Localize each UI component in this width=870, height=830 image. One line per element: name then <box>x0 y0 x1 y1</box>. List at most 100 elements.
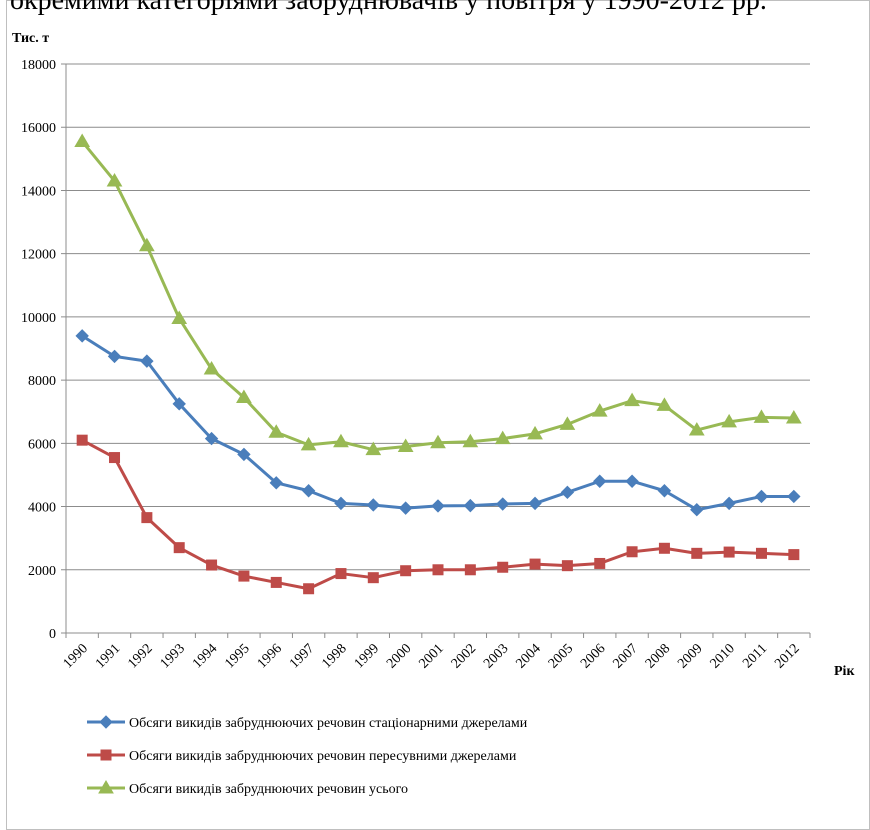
y-tick-label: 0 <box>49 627 56 642</box>
x-tick-label: 1999 <box>352 641 382 671</box>
series-triangle <box>74 133 802 456</box>
chart-frame <box>6 0 870 830</box>
x-tick-label: 1996 <box>255 641 285 671</box>
legend-label: Обсяги викидів забруднюючих речовин пере… <box>129 749 517 764</box>
data-point-diamond <box>269 476 283 490</box>
legend: Обсяги викидів забруднюючих речовин стац… <box>87 715 528 797</box>
data-point-diamond <box>398 501 413 515</box>
legend-item: Обсяги викидів забруднюючих речовин стац… <box>87 715 528 731</box>
data-point-triangle <box>656 397 673 411</box>
data-point-diamond <box>172 397 186 411</box>
data-point-square <box>594 557 606 569</box>
data-point-square <box>723 546 735 558</box>
data-point-square <box>529 558 541 570</box>
data-point-square <box>561 560 573 572</box>
data-point-diamond <box>463 498 478 513</box>
data-point-diamond <box>657 484 672 498</box>
y-tick-label: 16000 <box>21 121 56 136</box>
data-point-triangle <box>203 361 220 375</box>
data-point-diamond <box>204 431 219 446</box>
data-point-square <box>755 547 767 559</box>
data-point-triangle <box>559 416 576 430</box>
y-tick-label: 6000 <box>28 437 56 452</box>
data-point-diamond <box>787 489 801 504</box>
data-point-diamond <box>107 349 122 364</box>
data-point-square <box>788 549 800 561</box>
data-point-square <box>626 546 638 558</box>
data-point-square <box>141 512 153 524</box>
data-point-triangle <box>268 424 285 438</box>
y-tick-labels: 0 2000 4000 6000 8000 10000 12000 14000 16000 180… <box>21 58 56 642</box>
legend-item: Обсяги викидів забруднюючих речовин усьо… <box>87 780 408 797</box>
legend-label: Обсяги викидів забруднюючих речовин стац… <box>129 716 528 731</box>
data-point-square <box>76 434 88 446</box>
y-tick-label: 8000 <box>28 374 56 389</box>
data-point-square <box>100 749 112 761</box>
data-point-diamond <box>754 489 769 504</box>
data-point-diamond <box>495 497 510 511</box>
data-point-diamond <box>690 503 704 517</box>
x-tick-label: 2011 <box>740 641 770 671</box>
x-tick-label: 1997 <box>287 641 317 671</box>
x-tick-label: 1998 <box>319 641 349 671</box>
x-tick-label: 2009 <box>675 641 705 671</box>
data-point-triangle <box>494 430 511 445</box>
y-tick-label: 18000 <box>21 58 56 73</box>
data-point-square <box>691 547 703 559</box>
data-point-square <box>464 564 476 576</box>
data-point-triangle <box>721 413 738 428</box>
data-point-square <box>206 559 218 571</box>
data-point-triangle <box>365 441 382 456</box>
data-point-triangle <box>106 172 123 187</box>
series-lines <box>74 133 802 595</box>
data-point-diamond <box>593 474 607 488</box>
y-tick-label: 12000 <box>21 248 56 263</box>
data-point-triangle <box>430 434 446 449</box>
data-point-square <box>658 542 670 554</box>
data-point-square <box>238 570 250 582</box>
data-point-triangle <box>171 310 188 324</box>
y-tick-label: 10000 <box>21 311 56 326</box>
legend-label: Обсяги викидів забруднюючих речовин усьо… <box>129 782 408 797</box>
data-point-square <box>367 572 379 584</box>
x-tick-label: 2006 <box>578 641 608 671</box>
y-tick-label: 2000 <box>28 564 56 579</box>
data-point-diamond <box>431 499 445 513</box>
data-point-square <box>335 568 347 580</box>
x-tick-label: 1992 <box>125 641 155 671</box>
data-point-square <box>497 561 509 573</box>
data-point-triangle <box>624 392 640 407</box>
x-tick-label: 2004 <box>513 641 543 671</box>
gridlines <box>61 63 810 634</box>
data-point-square <box>109 452 121 464</box>
data-point-diamond <box>334 496 348 511</box>
data-point-triangle <box>300 436 317 451</box>
data-point-diamond <box>99 715 113 729</box>
data-point-square <box>173 542 185 554</box>
data-point-diamond <box>560 485 575 500</box>
x-tick-label: 2001 <box>416 641 446 671</box>
data-point-triangle <box>138 237 155 252</box>
top-text: окремими категоріями забруднювачів у пов… <box>10 0 767 16</box>
x-tick-label: 2007 <box>611 641 641 671</box>
x-tick-label: 2005 <box>546 641 576 671</box>
data-point-triangle <box>74 133 91 147</box>
data-point-diamond <box>528 496 542 511</box>
x-tick-label: 1995 <box>222 641 252 671</box>
data-point-triangle <box>785 410 802 424</box>
x-tick-label: 2008 <box>643 641 673 671</box>
data-point-triangle <box>527 425 543 440</box>
data-point-square <box>400 565 412 577</box>
data-point-diamond <box>237 447 251 462</box>
x-tick-label: 2002 <box>449 641 479 671</box>
series-square <box>76 434 800 595</box>
legend-item: Обсяги викидів забруднюючих речовин пере… <box>87 749 517 764</box>
data-point-triangle <box>236 389 252 403</box>
data-point-triangle <box>462 433 479 448</box>
data-point-diamond <box>366 498 381 512</box>
data-point-triangle <box>688 422 705 436</box>
y-tick-label: 14000 <box>21 184 56 199</box>
x-tick-label: 1993 <box>158 641 188 671</box>
y-axis-label: Тис. т <box>12 31 49 46</box>
